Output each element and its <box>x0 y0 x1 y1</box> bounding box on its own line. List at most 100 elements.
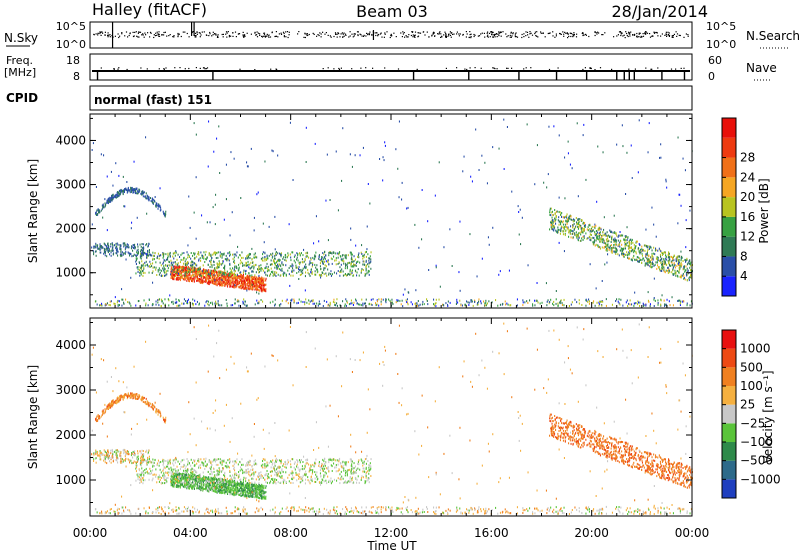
power-cell <box>634 258 636 261</box>
nsky-point <box>568 35 570 37</box>
power-cell <box>581 228 583 231</box>
power-cell <box>167 258 169 261</box>
power-cell <box>250 278 252 281</box>
power-cell <box>157 301 159 304</box>
nave-point <box>206 67 209 69</box>
power-cell <box>129 252 131 255</box>
power-cell <box>127 186 129 189</box>
nsky-point <box>228 34 230 37</box>
power-cell <box>191 268 193 271</box>
power-cell <box>559 232 561 235</box>
power-cell <box>142 243 144 246</box>
power-cell <box>141 192 143 195</box>
power-cell <box>311 271 313 274</box>
power-cell <box>642 249 644 252</box>
power-cell <box>156 202 158 205</box>
power-cell <box>220 279 222 282</box>
nave-point <box>599 67 602 69</box>
power-cell <box>170 266 172 269</box>
power-cell <box>167 264 169 267</box>
power-cell <box>140 257 142 260</box>
power-cell <box>225 198 227 201</box>
power-cell <box>350 265 352 268</box>
power-cell <box>231 271 233 274</box>
power-cell <box>370 258 372 261</box>
nsky-point <box>102 32 104 34</box>
power-cell <box>176 266 178 269</box>
nsky-point <box>413 36 416 38</box>
nsky-point <box>500 35 502 37</box>
power-cell <box>677 262 679 265</box>
power-cell <box>355 299 357 302</box>
power-cell <box>341 268 343 271</box>
power-cell <box>555 229 557 232</box>
power-cell <box>685 219 687 222</box>
power-cell <box>600 233 602 236</box>
power-cell <box>204 304 206 307</box>
nsky-point <box>337 32 339 34</box>
power-cell <box>351 265 353 268</box>
power-cell <box>183 270 185 273</box>
power-cell <box>259 283 261 286</box>
power-cell <box>225 299 227 301</box>
power-cell <box>199 274 201 276</box>
power-cell <box>195 133 197 136</box>
power-cell <box>165 264 167 267</box>
power-cell <box>687 272 689 275</box>
nsky-point <box>235 36 237 38</box>
power-cell <box>229 251 231 254</box>
power-cell <box>260 264 262 267</box>
power-cell <box>601 239 603 242</box>
nave-point <box>360 67 362 69</box>
power-cell <box>109 253 111 256</box>
nsky-point <box>407 36 409 38</box>
power-cell <box>318 302 320 305</box>
power-cell <box>341 259 343 262</box>
power-cell <box>106 201 108 204</box>
power-cell <box>112 246 114 249</box>
power-cell <box>109 196 111 199</box>
power-cell <box>194 299 196 302</box>
power-cell <box>258 265 260 268</box>
power-cell <box>536 299 538 302</box>
power-cell <box>246 289 248 292</box>
power-cell <box>558 220 560 223</box>
power-cell <box>581 231 583 234</box>
power-cell <box>606 235 608 238</box>
power-cell <box>263 279 265 282</box>
power-cell <box>325 265 327 268</box>
power-cell <box>346 267 348 270</box>
power-cell <box>223 281 225 284</box>
nsky-point <box>336 36 338 38</box>
nsky-point <box>406 36 408 38</box>
nsky-point <box>679 34 681 37</box>
power-cell <box>197 253 199 255</box>
power-cell <box>176 271 178 274</box>
power-cell <box>548 125 550 128</box>
power-cell <box>340 269 342 272</box>
power-cell <box>255 287 257 290</box>
power-cell <box>106 255 108 258</box>
power-cell <box>227 258 229 261</box>
power-cell <box>277 259 279 262</box>
power-cell <box>114 194 116 197</box>
power-cell <box>258 282 260 284</box>
power-cell <box>198 253 200 256</box>
power-cell <box>145 196 147 199</box>
nave-point <box>338 68 341 70</box>
power-cell <box>599 300 601 303</box>
nsky-point <box>494 33 497 35</box>
power-cell <box>198 270 200 273</box>
power-cell <box>200 259 202 262</box>
power-cell <box>214 253 216 256</box>
power-cell <box>585 178 587 181</box>
power-cell <box>522 299 524 302</box>
power-cell <box>160 264 162 267</box>
nsky-point <box>453 33 455 35</box>
nsky-point <box>195 36 197 38</box>
power-cell <box>240 259 242 262</box>
power-cell <box>300 268 302 271</box>
power-cell <box>198 278 200 280</box>
power-cell <box>302 272 304 275</box>
power-cell <box>466 300 468 303</box>
